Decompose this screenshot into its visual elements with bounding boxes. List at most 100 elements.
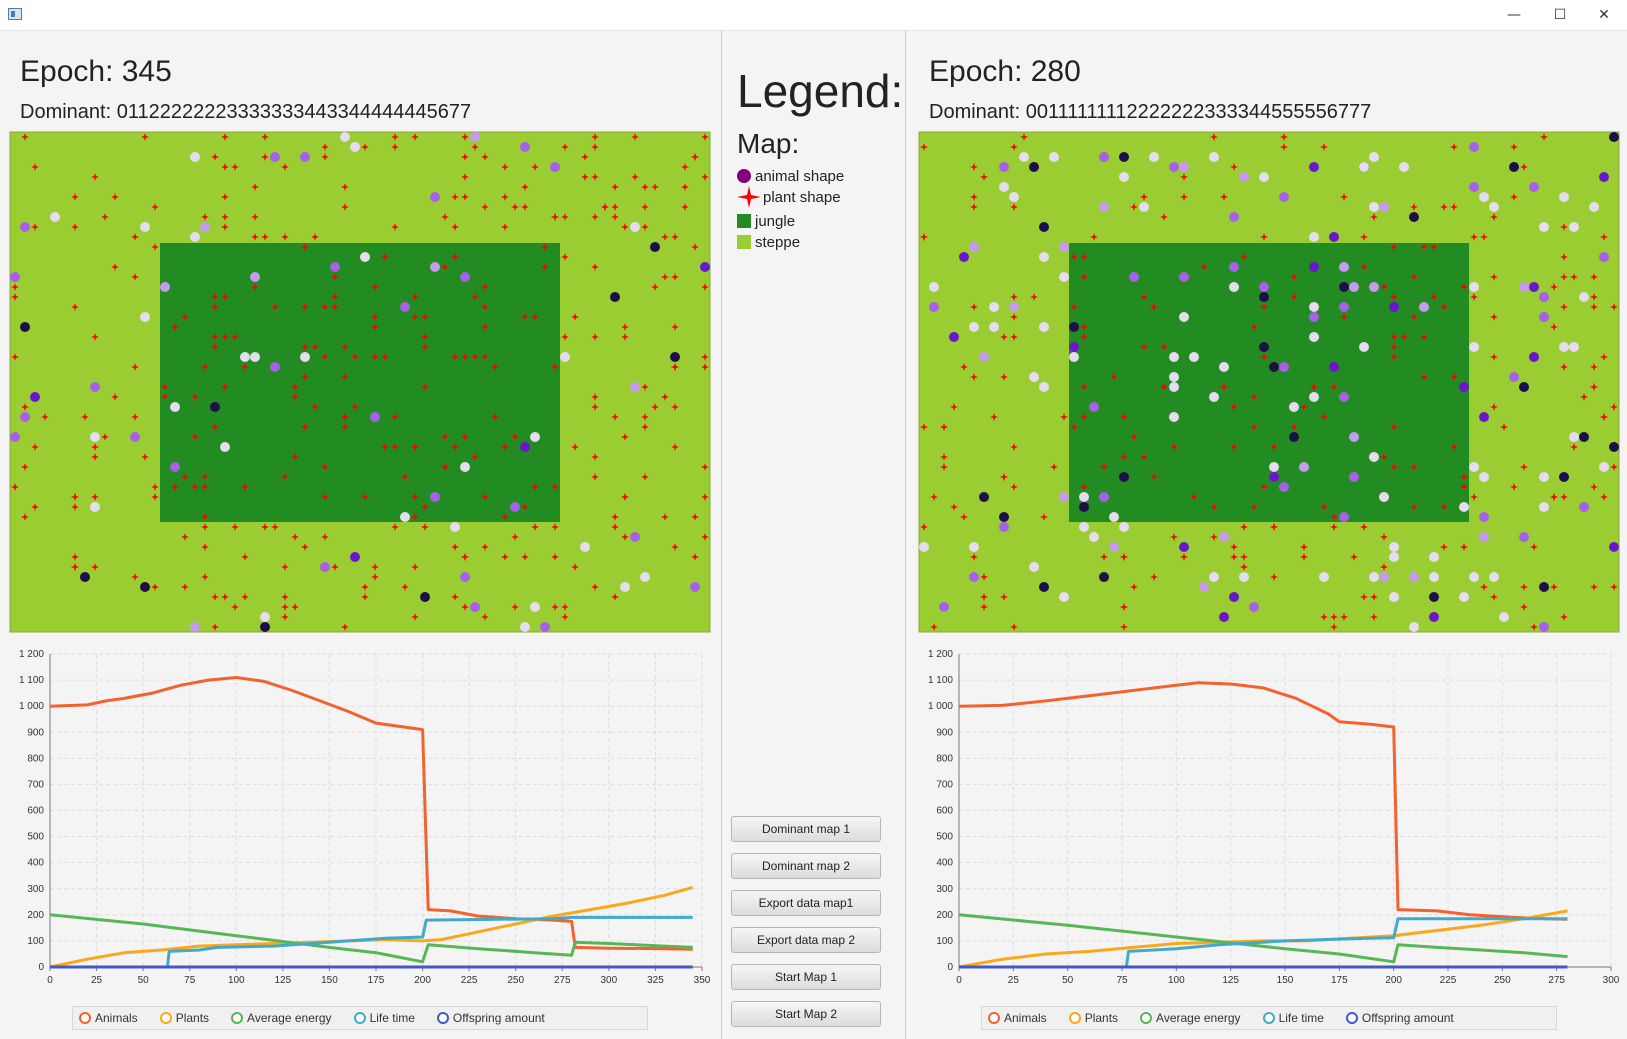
animal (540, 622, 550, 632)
plant (461, 353, 469, 361)
plant (1520, 463, 1528, 471)
plant (221, 293, 229, 301)
plant (291, 603, 299, 611)
plant (1590, 583, 1598, 591)
plant (671, 543, 679, 551)
animal (520, 142, 530, 152)
plant (1400, 333, 1408, 341)
plant (561, 253, 569, 261)
animal (1359, 162, 1369, 172)
plant (701, 493, 709, 501)
animal (460, 462, 470, 472)
x-tick-label: 25 (1008, 975, 1020, 986)
plant (691, 153, 699, 161)
plant (341, 183, 349, 191)
plant (1140, 453, 1148, 461)
minimize-button[interactable]: — (1491, 0, 1537, 30)
animal (350, 552, 360, 562)
plant (21, 463, 29, 471)
series-line-life-time (959, 917, 1568, 969)
plant (1560, 493, 1568, 501)
animal (1409, 622, 1419, 632)
plant (241, 363, 249, 371)
plant (91, 333, 99, 341)
start-map1-button[interactable]: Start Map 1 (731, 964, 881, 990)
animal (560, 352, 570, 362)
plant (1260, 483, 1268, 491)
plant (561, 333, 569, 341)
animal (1039, 582, 1049, 592)
animal (1279, 192, 1289, 202)
plant (281, 563, 289, 571)
animal (1309, 262, 1319, 272)
plant (511, 203, 519, 211)
animal (1039, 322, 1049, 332)
legend-label-animal: animal shape (755, 167, 845, 185)
animal (1079, 502, 1089, 512)
plant (1470, 233, 1478, 241)
animal (1539, 472, 1549, 482)
plant (1210, 533, 1218, 541)
animal (999, 522, 1009, 532)
animal (510, 502, 520, 512)
plant (251, 183, 259, 191)
plant (571, 563, 579, 571)
maximize-button[interactable]: ☐ (1537, 0, 1583, 30)
plant (371, 573, 379, 581)
animal (260, 622, 270, 632)
animal (1169, 352, 1179, 362)
animal (260, 612, 270, 622)
plant (321, 153, 329, 161)
plant (281, 613, 289, 621)
plant (301, 543, 309, 551)
animal (1209, 392, 1219, 402)
legend-entry-plants: Plants (159, 1011, 209, 1025)
plant (1240, 553, 1248, 561)
plant (1150, 303, 1158, 311)
plant (1380, 453, 1388, 461)
close-button[interactable]: ✕ (1581, 0, 1627, 30)
plant (561, 213, 569, 221)
animal (140, 312, 150, 322)
animal (1169, 372, 1179, 382)
plant (1590, 273, 1598, 281)
dominant-map2-button[interactable]: Dominant map 2 (731, 853, 881, 879)
plant (341, 343, 349, 351)
plant (11, 283, 19, 291)
animal (1459, 592, 1469, 602)
plant (1560, 273, 1568, 281)
plant (411, 443, 419, 451)
plant (471, 353, 479, 361)
legend-entry-life-time: Life time (1262, 1011, 1324, 1025)
export-data-map2-button[interactable]: Export data map 2 (731, 927, 881, 953)
plant (281, 603, 289, 611)
animal (140, 582, 150, 592)
animal (1149, 152, 1159, 162)
plant (331, 303, 339, 311)
export-data-map1-button[interactable]: Export data map1 (731, 890, 881, 916)
animal (240, 352, 250, 362)
start-map2-button[interactable]: Start Map 2 (731, 1001, 881, 1027)
animal (1359, 162, 1369, 172)
plant (591, 143, 599, 151)
plant (1570, 273, 1578, 281)
plant (980, 493, 988, 501)
plant (481, 303, 489, 311)
animal (1029, 372, 1039, 382)
dominant-map1-button[interactable]: Dominant map 1 (731, 816, 881, 842)
animal (130, 432, 140, 442)
x-tick-label: 125 (1222, 975, 1239, 986)
plant (291, 533, 299, 541)
legend-item-steppe: steppe (737, 232, 800, 252)
plant (661, 273, 669, 281)
animal (10, 432, 20, 442)
plant (201, 573, 209, 581)
animal (1389, 592, 1399, 602)
plant (371, 563, 379, 571)
plant (231, 523, 239, 531)
plant (1390, 353, 1398, 361)
animal (1219, 612, 1229, 622)
x-tick-label: 275 (554, 975, 571, 986)
plant (1010, 313, 1018, 321)
plant (1370, 593, 1378, 601)
